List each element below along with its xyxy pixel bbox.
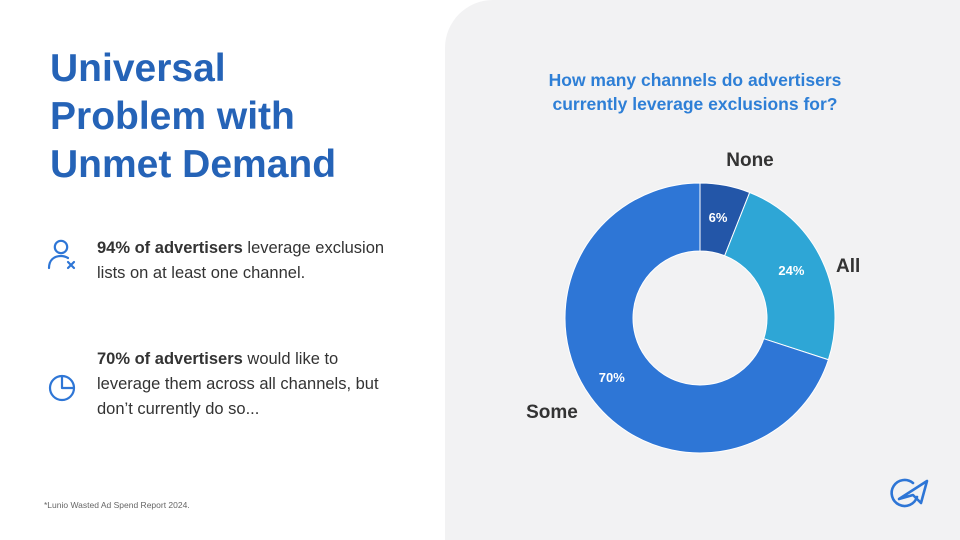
title-line-3: Unmet Demand xyxy=(50,143,337,186)
user-x-icon xyxy=(47,239,76,270)
slice-some xyxy=(564,182,830,454)
title-line-1: Universal xyxy=(50,47,226,90)
stat-rest-1: leverage exclusion lists on at least one… xyxy=(97,239,385,282)
stat-bold-2: 70% of advertisers xyxy=(97,350,243,368)
chart-title-line-1: How many channels do advertisers xyxy=(548,70,842,90)
value-label-some: 70% xyxy=(599,370,625,385)
stat-bold-1: 94% of advertisers xyxy=(97,239,243,257)
pie-chart-icon xyxy=(48,374,76,402)
footnote: *Lunio Wasted Ad Spend Report 2024. xyxy=(44,500,190,510)
stat-text-2: 70% of advertisers would like to leverag… xyxy=(97,347,387,422)
category-label-all: All xyxy=(836,256,860,277)
left-panel: Universal Problem with Unmet Demand 94% … xyxy=(0,0,445,540)
lunio-logo-icon xyxy=(890,478,929,508)
page-title: Universal Problem with Unmet Demand xyxy=(50,45,430,189)
value-label-none: 6% xyxy=(709,210,728,225)
chart-title-line-2: currently leverage exclusions for? xyxy=(552,94,838,114)
chart-title: How many channels do advertisers current… xyxy=(445,68,945,116)
donut-chart: 6% None 24% All 70% Some xyxy=(526,150,860,454)
category-label-some: Some xyxy=(526,402,578,423)
category-label-none: None xyxy=(726,150,774,171)
title-line-2: Problem with xyxy=(50,95,295,138)
value-label-all: 24% xyxy=(778,263,804,278)
stat-text-1: 94% of advertisers leverage exclusion li… xyxy=(97,236,387,286)
slice-all xyxy=(724,191,836,361)
chart-panel: How many channels do advertisers current… xyxy=(445,0,960,540)
stat-rest-2: would like to leverage them across all c… xyxy=(97,350,379,418)
